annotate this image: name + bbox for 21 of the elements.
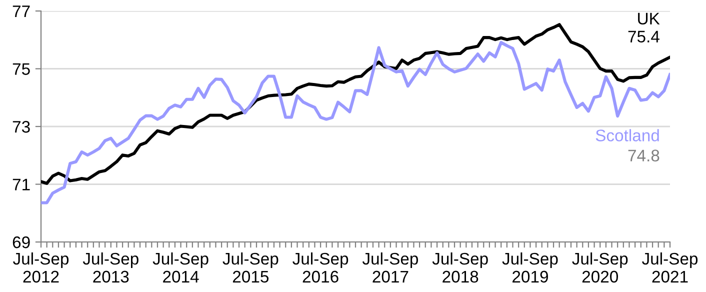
x-tick-label: Jul-Sep 2020 bbox=[572, 252, 628, 283]
x-tick-label: Jul-Sep 2017 bbox=[362, 252, 418, 283]
y-tick-label: 75 bbox=[12, 63, 30, 75]
x-tick-label: Jul-Sep 2018 bbox=[432, 252, 488, 283]
x-tick-label: Jul-Sep 2012 bbox=[13, 252, 69, 283]
x-tick-label: Jul-Sep 2019 bbox=[502, 252, 558, 283]
x-tick-label: Jul-Sep 2013 bbox=[82, 252, 138, 283]
annotation: 74.8 bbox=[628, 150, 660, 162]
x-tick-label: Jul-Sep 2015 bbox=[222, 252, 278, 283]
y-tick-label: 69 bbox=[12, 236, 30, 248]
annotation: 75.4 bbox=[628, 30, 660, 42]
line-series bbox=[41, 40, 670, 204]
y-tick-label: 71 bbox=[12, 178, 30, 190]
line-series bbox=[41, 23, 670, 185]
series-label: Scotland bbox=[596, 129, 659, 142]
x-tick-label: Jul-Sep 2014 bbox=[152, 252, 208, 283]
y-tick-label: 77 bbox=[12, 6, 30, 18]
y-tick-label: 73 bbox=[12, 120, 30, 133]
x-tick-label: Jul-Sep 2021 bbox=[642, 252, 698, 283]
x-tick-label: Jul-Sep 2016 bbox=[292, 252, 348, 283]
text: UK bbox=[638, 12, 660, 24]
